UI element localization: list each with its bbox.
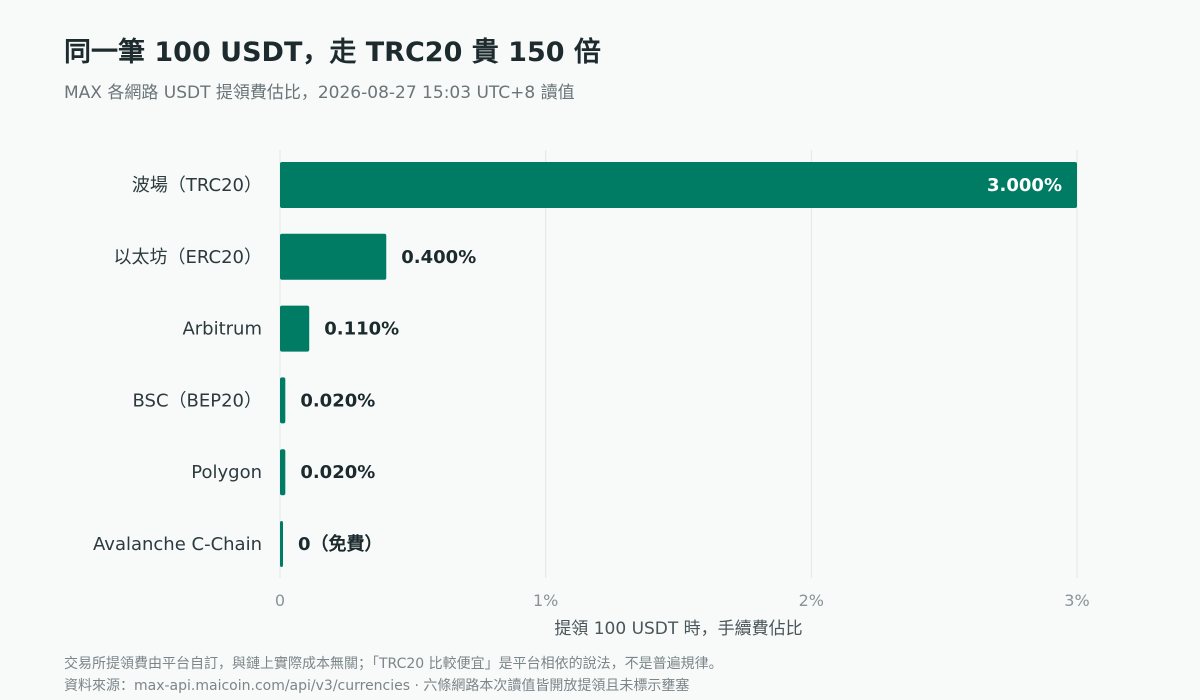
chart-title: 同一筆 100 USDT，走 TRC20 貴 150 倍 [64, 37, 601, 68]
x-axis-label: 提領 100 USDT 時，手續費佔比 [554, 619, 802, 639]
category-label: 波場（TRC20） [132, 175, 262, 196]
x-tick-label: 2% [799, 591, 824, 610]
chart-subtitle: MAX 各網路 USDT 提領費估比，2026-08-27 15:03 UTC+… [64, 83, 575, 103]
value-label: 0.400% [401, 247, 476, 268]
footnote-source: 資料來源：max-api.maicoin.com/api/v3/currenci… [64, 678, 690, 694]
bar [280, 305, 310, 352]
bar [280, 449, 286, 496]
x-tick-label: 0 [275, 591, 285, 610]
bar [280, 233, 387, 280]
bar [280, 162, 1077, 208]
value-label: 0.020% [300, 390, 375, 411]
category-label: Polygon [191, 462, 262, 483]
value-label: 3.000% [987, 175, 1062, 196]
value-label: 0（免費） [298, 533, 383, 555]
bar [280, 521, 283, 567]
category-label: BSC（BEP20） [132, 390, 262, 411]
category-label: 以太坊（ERC20） [114, 247, 262, 268]
footnote-disclaimer: 交易所提領費由平台自訂，與鏈上實際成本無關；「TRC20 比較便宜」是平台相依的… [64, 656, 723, 672]
x-tick-label: 3% [1064, 591, 1089, 610]
bar [280, 377, 286, 424]
category-label: Avalanche C-Chain [93, 534, 262, 555]
x-tick-label: 1% [533, 591, 558, 610]
category-label: Arbitrum [182, 319, 262, 340]
bar-chart: 0 1% 2% 3% 提領 100 USDT 時，手續費佔比 波場（TRC20） 3.000… [93, 150, 1090, 639]
value-label: 0.110% [324, 319, 399, 340]
value-label: 0.020% [300, 462, 375, 483]
